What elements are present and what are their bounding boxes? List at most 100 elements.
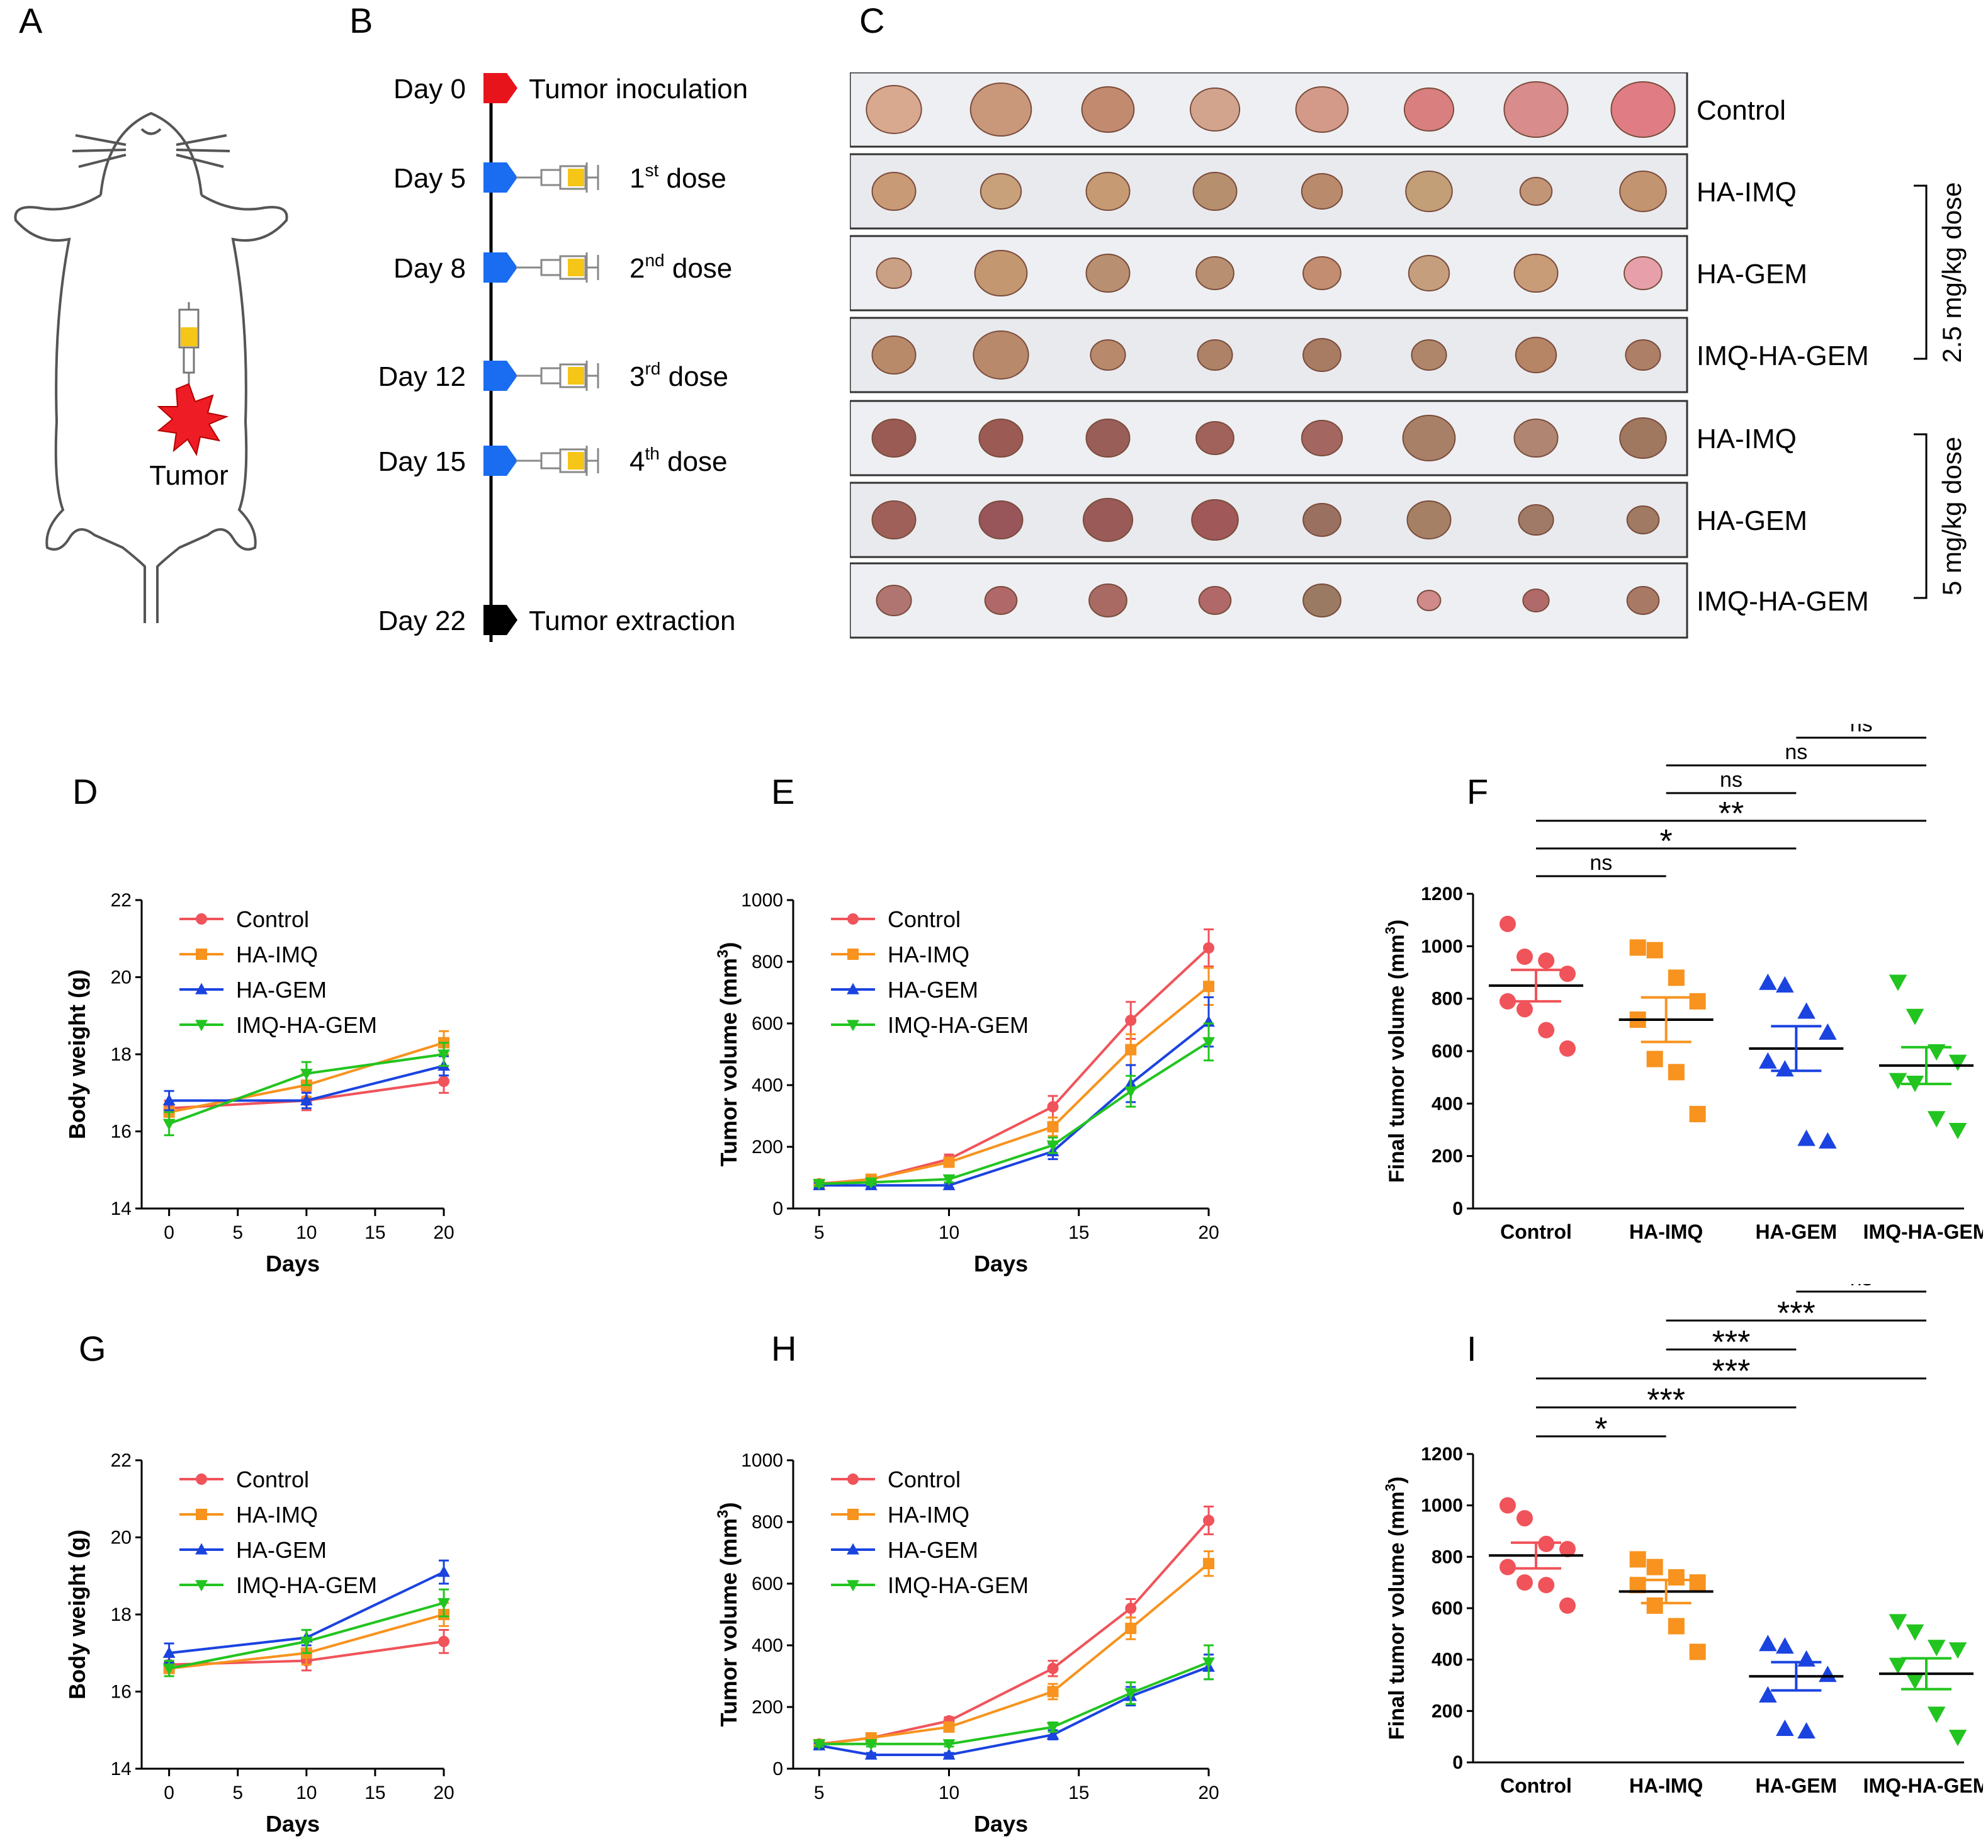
- tumor-sample: [1519, 177, 1553, 206]
- tumor-sample: [1295, 86, 1349, 133]
- tumor-sample: [969, 82, 1032, 137]
- legend-marker: [196, 949, 207, 960]
- series-line: [819, 1661, 1209, 1745]
- tumor-sample: [1515, 337, 1557, 373]
- data-point: [1948, 1642, 1967, 1659]
- x-category-label: HA-IMQ: [1629, 1774, 1703, 1797]
- tumor-sample: [1195, 256, 1234, 290]
- chart-h-tumor-volume: 0 200 400 600 800 1000 5 10 15 20 Days Tumor volume…: [714, 1450, 1219, 1837]
- timeline-event-label: Tumor inoculation: [529, 74, 748, 104]
- y-tick-label: 16: [111, 1122, 132, 1142]
- data-point: [438, 1049, 450, 1061]
- tumor-sample: [1192, 172, 1238, 211]
- y-tick-label: 1000: [741, 1450, 783, 1471]
- tumor-sample: [1302, 503, 1341, 537]
- legend-label: HA-GEM: [888, 1537, 978, 1563]
- significance-label: ns: [1850, 1284, 1873, 1290]
- group-control: Control: [1489, 1497, 1583, 1797]
- tumor-sample: [1411, 339, 1447, 371]
- tumor-sample: [1301, 420, 1343, 456]
- treatment-group-label: Control: [1697, 95, 1786, 126]
- tumor-sample: [1302, 338, 1341, 372]
- significance-bracket: ***: [1536, 1353, 1926, 1390]
- x-category-label: Control: [1500, 1220, 1572, 1243]
- data-point: [1559, 1040, 1576, 1057]
- legend-label: Control: [236, 906, 309, 932]
- syringe-icon: [540, 162, 599, 193]
- panel-letter-e: E: [771, 772, 795, 811]
- tumor-sample: [1624, 256, 1663, 290]
- x-axis-title: Days: [266, 1251, 320, 1276]
- timeline-day-label: Day 8: [393, 253, 466, 284]
- tumor-sample: [1626, 586, 1660, 615]
- y-tick-label: 14: [111, 1759, 132, 1779]
- syringe-icon: [540, 361, 599, 391]
- y-tick-label: 200: [1432, 1146, 1463, 1167]
- tumor-sample: [1197, 339, 1233, 371]
- y-tick-label: 0: [1452, 1198, 1463, 1219]
- data-point: [438, 1635, 449, 1647]
- tumor-sample: [1406, 500, 1452, 539]
- tumor-sample: [1405, 171, 1453, 212]
- data-point: [1776, 1719, 1794, 1736]
- tumor-photo-row: IMQ-HA-GEM: [849, 562, 1869, 639]
- group-ha-imq: HA-IMQ: [1618, 1551, 1714, 1797]
- y-axis-title: Body weight (g): [64, 969, 90, 1139]
- data-point: [1046, 1140, 1059, 1152]
- tumor-sample: [1619, 171, 1667, 212]
- data-point: [1759, 1686, 1777, 1703]
- timeline-event: Day 0 Tumor inoculation: [393, 73, 748, 104]
- data-point: [1927, 1706, 1946, 1723]
- tumor-photo-strip: [849, 482, 1688, 558]
- data-point: [1203, 942, 1214, 954]
- series-imq-ha-gem: [813, 1644, 1215, 1751]
- treatment-group-label: HA-GEM: [1697, 259, 1807, 290]
- treatment-group-label: HA-IMQ: [1697, 424, 1797, 454]
- treatment-group-label: IMQ-HA-GEM: [1697, 341, 1869, 371]
- data-point: [1646, 1558, 1663, 1575]
- significance-bracket: ns: [1666, 740, 1926, 767]
- series-control: [813, 1506, 1214, 1750]
- data-point: [1203, 981, 1214, 993]
- data-point: [1124, 1086, 1138, 1098]
- y-tick-label: 0: [772, 1759, 783, 1779]
- panel-letter-b: B: [349, 1, 373, 40]
- y-tick-label: 1200: [1421, 1444, 1463, 1465]
- data-point: [1776, 1637, 1794, 1654]
- x-category-label: HA-GEM: [1755, 1220, 1837, 1243]
- group-ha-gem: HA-GEM: [1749, 973, 1844, 1243]
- tumor-sample: [1195, 421, 1234, 455]
- y-axis-title: Body weight (g): [64, 1530, 90, 1699]
- tumor-photo-strip: [849, 562, 1688, 639]
- data-point: [1889, 1073, 1907, 1090]
- data-point: [1759, 1635, 1777, 1652]
- y-tick-label: 22: [111, 1450, 132, 1471]
- y-tick-label: 16: [111, 1682, 132, 1703]
- data-point: [1646, 1051, 1663, 1068]
- dose-label-low: 2.5 mg/kg dose: [1937, 182, 1967, 363]
- x-category-label: Control: [1500, 1774, 1572, 1797]
- x-axis-title: Days: [974, 1811, 1028, 1837]
- data-point: [942, 1174, 956, 1186]
- tumor-sample: [1626, 505, 1660, 534]
- data-point: [813, 1179, 826, 1191]
- y-tick-label: 1000: [1421, 936, 1463, 957]
- data-point: [1499, 1497, 1516, 1514]
- panel-letter-f: F: [1467, 772, 1489, 811]
- timeline-event: Day 12 3rd dose: [378, 359, 728, 392]
- y-tick-label: 400: [752, 1075, 783, 1096]
- timeline-day-label: Day 12: [378, 361, 466, 392]
- significance-label: ns: [1720, 768, 1742, 792]
- tumor-sample: [1198, 586, 1232, 615]
- data-point: [1689, 1106, 1706, 1122]
- chart-f-final-volume: 0 200 400 600 800 1000 1200 Final tumor volume …: [1382, 724, 1983, 1243]
- data-point: [1629, 939, 1646, 956]
- significance-label: **: [1719, 796, 1744, 832]
- y-axis-title: Tumor volume (mm3): [714, 1502, 742, 1727]
- legend-label: IMQ-HA-GEM: [236, 1012, 377, 1038]
- tumor-sample: [1625, 339, 1661, 371]
- data-point: [1646, 1597, 1663, 1614]
- x-tick-label: 15: [1068, 1783, 1089, 1803]
- y-tick-label: 800: [1432, 989, 1463, 1010]
- timeline-event: Day 15 4th dose: [378, 444, 728, 477]
